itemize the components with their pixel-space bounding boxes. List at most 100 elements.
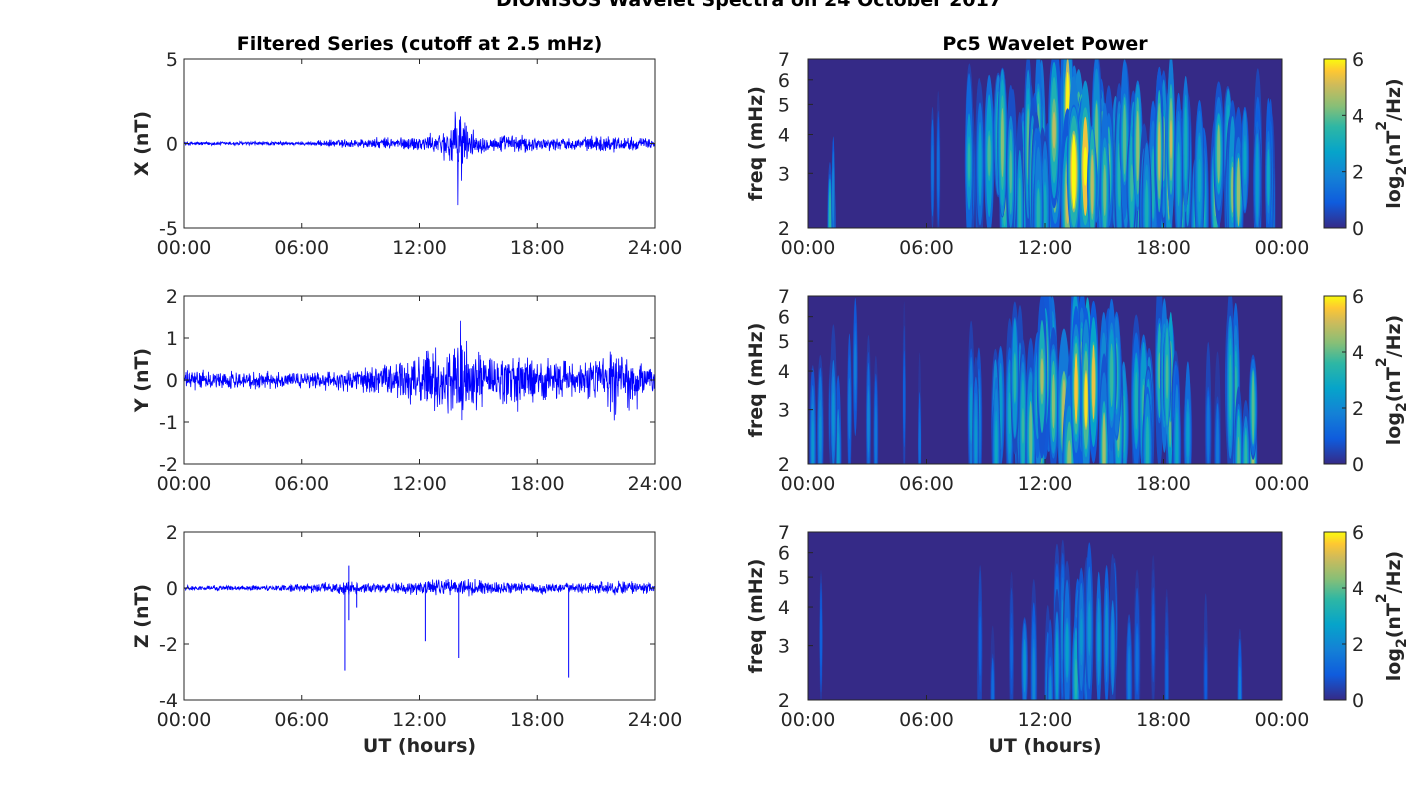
power-cell	[1032, 646, 1035, 700]
xtick-label: 12:00	[1018, 709, 1073, 731]
power-cell	[1234, 365, 1237, 408]
xtick-label: 18:00	[510, 473, 565, 495]
colorbar-tick-label: 2	[1352, 162, 1364, 184]
xtick-label: 12:00	[1018, 473, 1073, 495]
ytick-label: 3	[778, 163, 790, 185]
power-cell	[1244, 434, 1248, 464]
xtick-label: 18:00	[1136, 473, 1191, 495]
power-cell	[1237, 157, 1240, 227]
power-cell	[1009, 150, 1013, 194]
series-trace	[184, 320, 655, 421]
ylabel: freq (mHz)	[745, 559, 767, 674]
ylabel: Z (nT)	[131, 584, 153, 648]
colorbar-label: log2(nT2/Hz)	[1374, 78, 1410, 208]
power-cell	[874, 405, 878, 464]
power-cell	[1157, 121, 1161, 181]
xtick-label: 00:00	[157, 237, 212, 259]
power-cell	[1238, 666, 1242, 700]
power-cell	[819, 608, 823, 667]
colorbar-label-part: /Hz)	[1383, 551, 1405, 594]
colorbar-tick-label: 4	[1352, 342, 1364, 364]
xtick-label: 18:00	[510, 709, 565, 731]
power-cell	[1151, 148, 1155, 219]
power-cell	[1065, 623, 1069, 678]
power-cell	[1074, 353, 1078, 425]
colorbar-label-part: /Hz)	[1383, 315, 1405, 358]
xtick-label: 06:00	[274, 237, 329, 259]
xtick-label: 06:00	[899, 709, 954, 731]
xlabel: UT (hours)	[988, 735, 1101, 757]
xtick-label: 00:00	[781, 237, 836, 259]
colorbar-label: log2(nT2/Hz)	[1374, 315, 1410, 445]
power-cell	[1177, 141, 1180, 207]
colorbar-tick-label: 6	[1352, 286, 1364, 308]
power-cell	[991, 668, 994, 700]
xtick-label: 24:00	[628, 473, 683, 495]
ytick-label: 2	[166, 522, 178, 544]
power-cell	[1029, 401, 1033, 464]
xtick-label: 12:00	[1018, 237, 1073, 259]
power-cell	[1256, 142, 1259, 218]
xtick-label: 00:00	[157, 709, 212, 731]
ytick-label: 3	[778, 400, 790, 422]
colorbar-tick-label: 2	[1352, 398, 1364, 420]
power-cell	[848, 377, 851, 440]
colorbar-tick-label: 0	[1352, 218, 1364, 240]
power-cell	[1010, 635, 1013, 672]
power-cell	[1204, 659, 1207, 700]
xtick-label: 18:00	[1136, 709, 1191, 731]
xtick-label: 24:00	[628, 237, 683, 259]
xtick-label: 06:00	[274, 473, 329, 495]
series-trace	[184, 111, 655, 206]
power-cell	[903, 365, 906, 432]
power-cell	[978, 131, 982, 197]
xtick-label: 12:00	[392, 237, 447, 259]
colorbar-label-part: 2	[1394, 638, 1410, 648]
colorbar-label-part: 2	[1374, 357, 1390, 367]
ytick-label: 2	[166, 286, 178, 308]
power-cell	[1051, 374, 1055, 429]
series-trace	[184, 578, 655, 597]
ytick-label: 6	[778, 543, 790, 565]
power-cell	[1134, 372, 1138, 430]
heatmap-cells	[827, 59, 1276, 228]
ytick-label: 7	[778, 49, 790, 71]
power-cell	[987, 135, 991, 177]
xtick-label: 18:00	[510, 237, 565, 259]
power-cell	[1130, 164, 1134, 202]
power-cell	[1237, 436, 1240, 464]
colorbar-label: log2(nT2/Hz)	[1374, 551, 1410, 681]
power-cell	[1074, 658, 1078, 700]
heatmap-cells	[809, 296, 1258, 464]
xtick-label: 06:00	[899, 473, 954, 495]
ytick-label: 4	[778, 124, 790, 146]
ylabel: freq (mHz)	[745, 323, 767, 438]
xtick-label: 12:00	[392, 709, 447, 731]
ytick-label: 7	[778, 522, 790, 544]
colorbar-tick-label: 2	[1352, 634, 1364, 656]
series-panel-3: 2 0 -2 -400:00 06:00 12:00 18:00 24:00 Z (nT) UT …	[131, 522, 682, 757]
power-cell	[1071, 134, 1076, 209]
xtick-label: 00:00	[157, 473, 212, 495]
ytick-label: 4	[778, 597, 790, 619]
power-cell	[1169, 119, 1173, 160]
power-cell	[832, 392, 835, 437]
power-cell	[931, 144, 934, 192]
ytick-label: 0	[166, 578, 178, 600]
power-cell	[1135, 633, 1139, 686]
ytick-label: -2	[159, 634, 178, 656]
plot-background	[184, 532, 655, 700]
ytick-label: -1	[159, 412, 178, 434]
ytick-label: 5	[166, 49, 178, 71]
colorbar-label-part: 2	[1374, 593, 1390, 603]
colorbar-tick-label: 0	[1352, 690, 1364, 712]
trace-group	[184, 320, 655, 421]
power-cell	[1013, 353, 1017, 403]
colorbar-tick-label: 4	[1352, 578, 1364, 600]
power-cell	[1084, 373, 1088, 427]
power-cell	[1145, 416, 1149, 464]
colorbar-gradient	[1323, 295, 1347, 465]
